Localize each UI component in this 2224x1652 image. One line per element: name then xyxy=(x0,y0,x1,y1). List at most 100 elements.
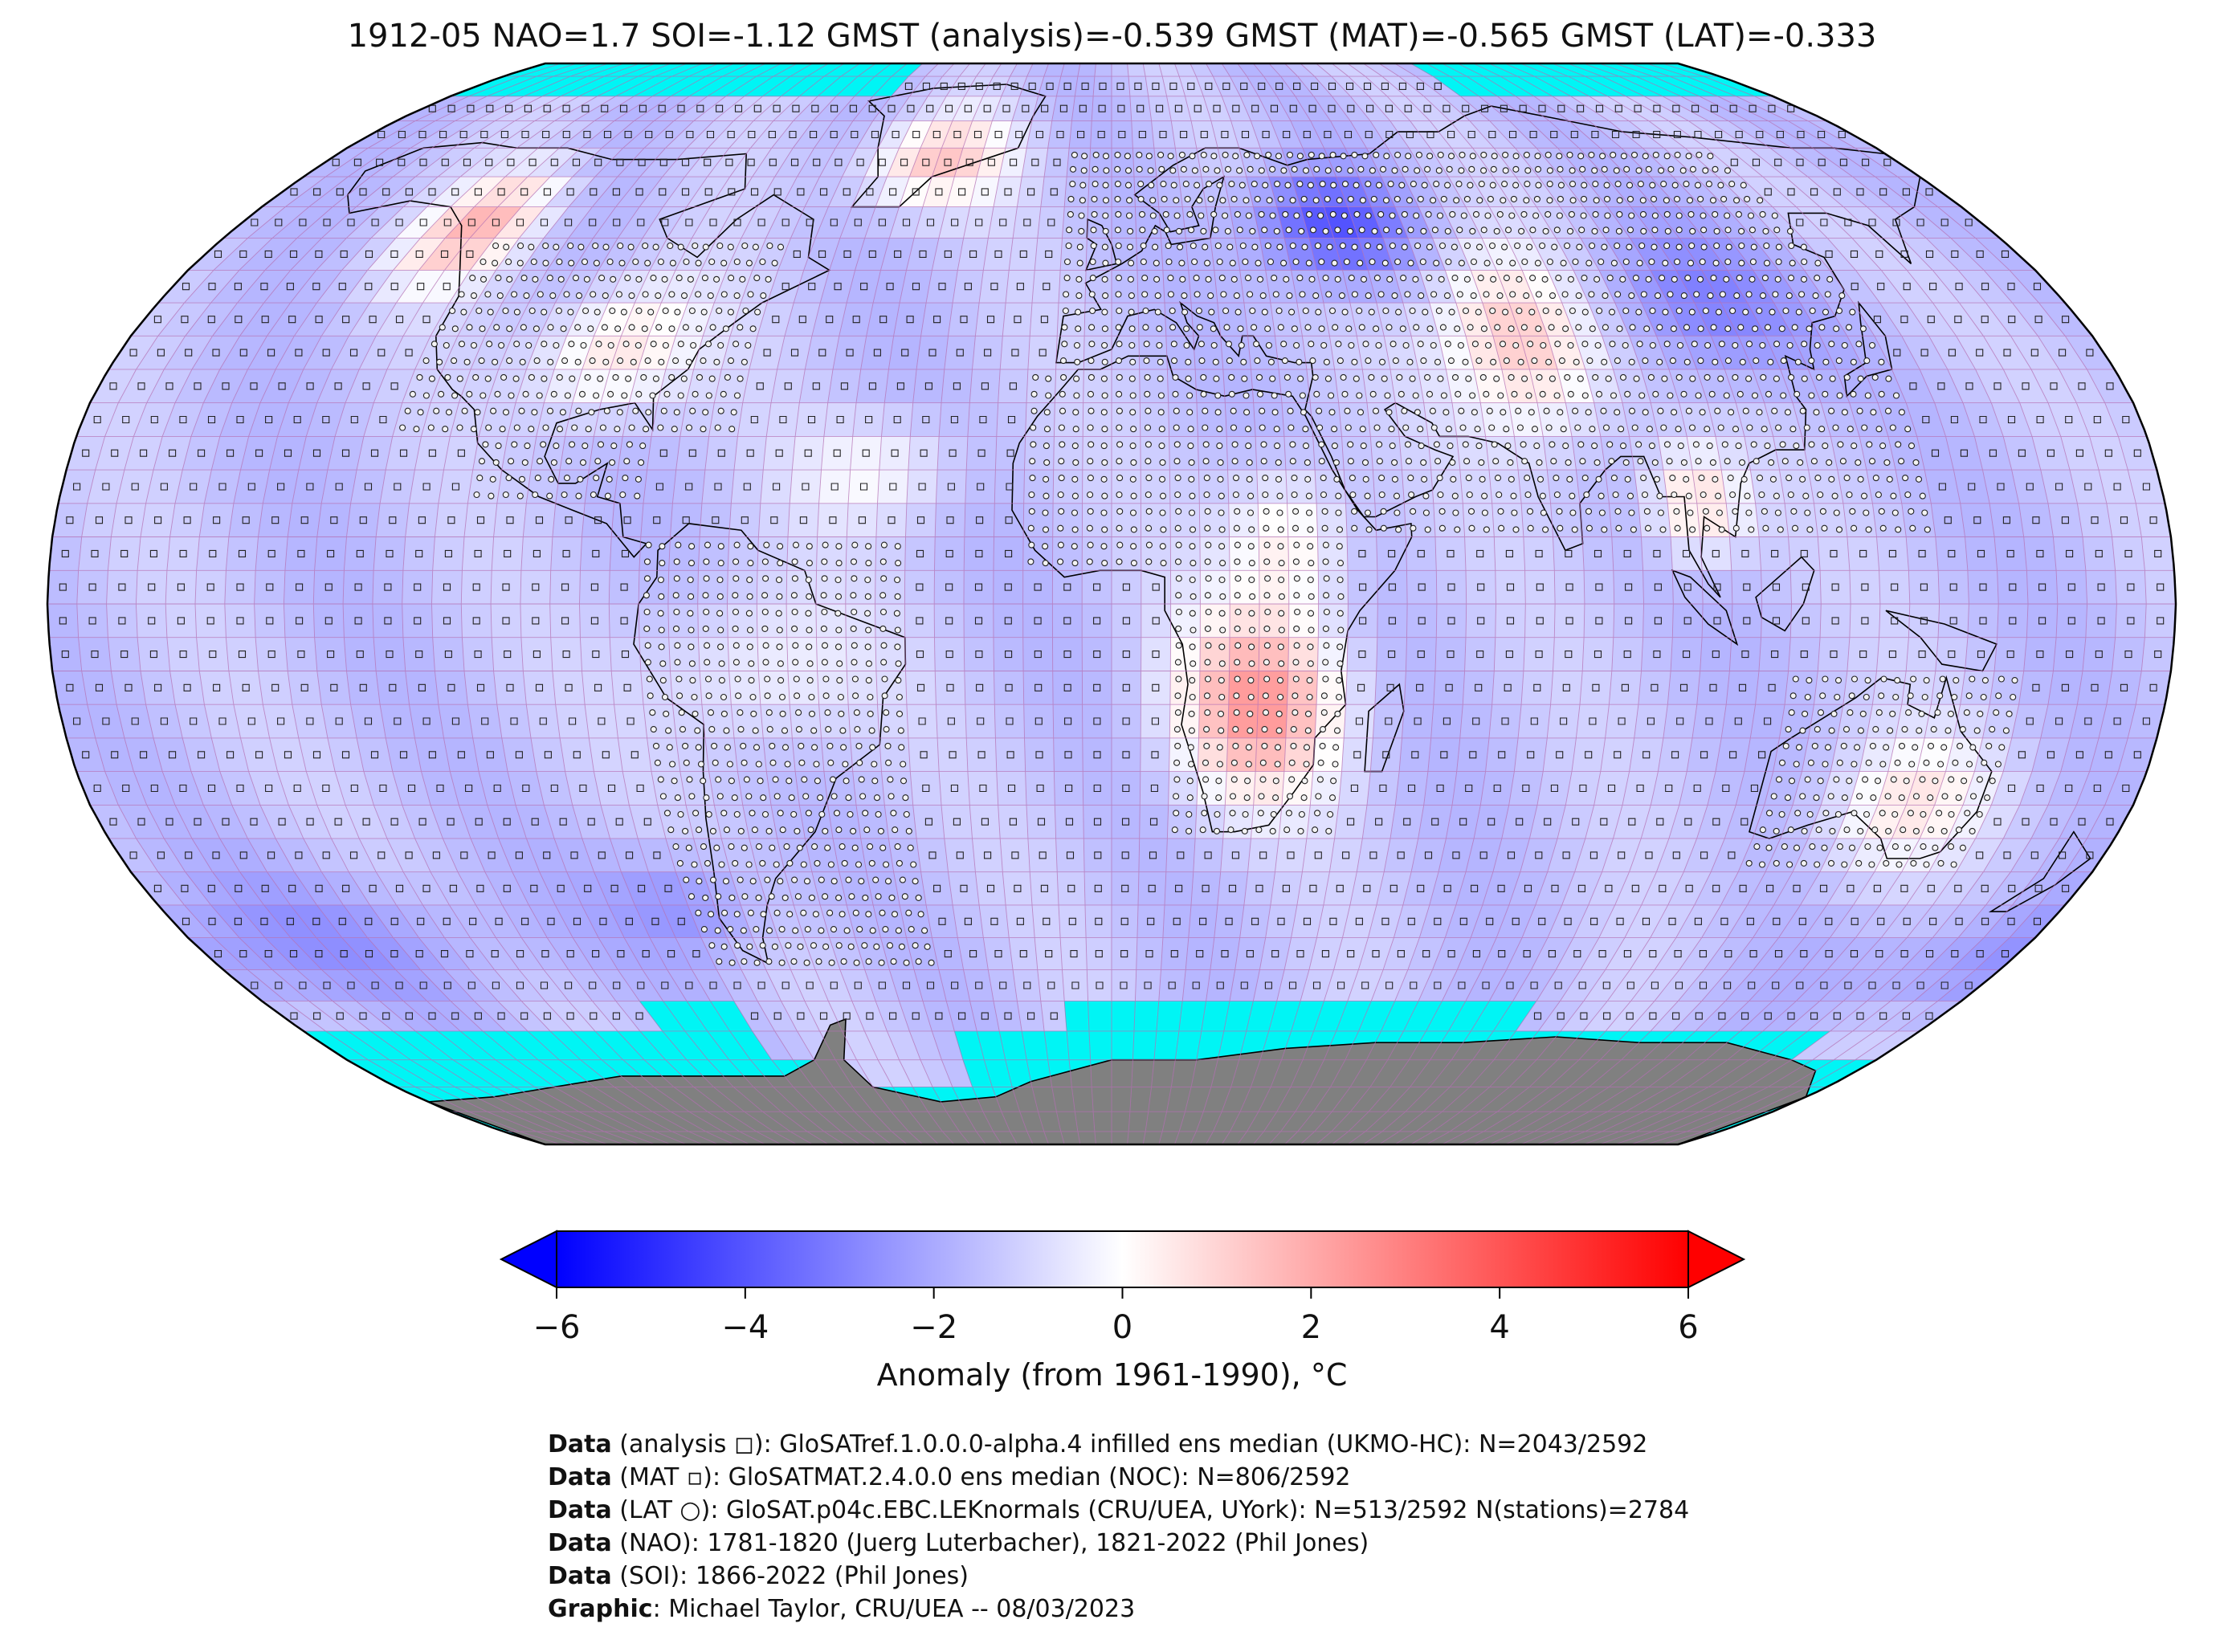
grid-cell xyxy=(582,671,614,705)
grid-cell xyxy=(1399,737,1431,772)
grid-cell xyxy=(444,937,495,970)
grid-cell xyxy=(1112,536,1141,571)
grid-cell xyxy=(1341,436,1373,471)
grid-cell xyxy=(1302,838,1335,872)
grid-cell xyxy=(965,704,996,738)
grid-cell xyxy=(1494,637,1525,671)
grid-cell xyxy=(1088,1030,1112,1060)
grid-cell xyxy=(650,937,692,970)
grid-cell xyxy=(1702,570,1732,604)
grid-cell xyxy=(1112,771,1141,806)
grid-cell xyxy=(1605,704,1638,738)
grid-cell xyxy=(2144,604,2176,638)
grid-cell xyxy=(1112,63,1129,77)
grid-cell xyxy=(431,604,463,638)
grid-cell xyxy=(373,536,406,571)
grid-cell xyxy=(856,369,889,403)
grid-cell xyxy=(1027,838,1058,872)
grid-cell xyxy=(701,470,734,504)
grid-cell xyxy=(1288,604,1319,638)
grid-cell xyxy=(647,737,680,772)
grid-cell xyxy=(521,1001,573,1031)
grid-cell xyxy=(1141,470,1170,504)
grid-cell xyxy=(1600,436,1634,471)
grid-cell xyxy=(889,969,923,1001)
grid-cell xyxy=(2048,671,2083,705)
grid-cell xyxy=(965,470,996,504)
grid-cell xyxy=(1318,570,1349,604)
grid-cell xyxy=(195,570,226,604)
grid-cell xyxy=(1255,436,1286,471)
grid-cell xyxy=(1512,969,1557,1001)
grid-cell xyxy=(1560,969,1606,1001)
grid-cell xyxy=(376,671,410,705)
grid-cell xyxy=(1362,369,1396,403)
grid-cell xyxy=(1994,637,2027,671)
grid-cell xyxy=(1083,771,1112,806)
grid-cell xyxy=(795,771,828,806)
grid-cell xyxy=(944,336,976,369)
grid-cell xyxy=(1721,470,1756,504)
grid-cell xyxy=(910,771,941,806)
grid-cell xyxy=(1055,369,1084,403)
grid-cell xyxy=(675,937,717,970)
grid-cell xyxy=(899,1059,932,1087)
grid-cell xyxy=(697,604,728,638)
grid-cell xyxy=(1087,969,1112,1001)
grid-cell xyxy=(1514,436,1548,471)
grid-cell xyxy=(700,503,732,537)
grid-cell xyxy=(1082,503,1112,537)
grid-cell xyxy=(1023,671,1054,705)
grid-cell xyxy=(106,570,138,604)
grid-cell xyxy=(935,671,965,705)
grid-cell xyxy=(1112,238,1137,271)
grid-cell xyxy=(1084,303,1112,337)
grid-cell xyxy=(899,1001,932,1031)
grid-cell xyxy=(405,671,439,705)
grid-cell xyxy=(1025,771,1055,806)
grid-cell xyxy=(972,838,1003,872)
grid-cell xyxy=(1576,704,1610,738)
grid-cell xyxy=(1141,536,1171,571)
grid-cell xyxy=(1696,671,1730,705)
grid-cell xyxy=(1849,570,1880,604)
grid-cell xyxy=(228,503,263,537)
grid-cell xyxy=(731,470,764,504)
grid-cell xyxy=(1198,470,1229,504)
grid-cell xyxy=(941,805,973,839)
grid-cell xyxy=(1638,671,1671,705)
grid-cell xyxy=(1217,303,1248,337)
grid-cell xyxy=(1255,737,1286,772)
grid-cell xyxy=(426,1001,484,1031)
grid-cell xyxy=(731,704,764,738)
grid-cell xyxy=(1779,704,1814,738)
grid-cell xyxy=(1054,402,1083,437)
grid-cell xyxy=(1188,904,1218,938)
grid-cell xyxy=(1052,637,1083,671)
grid-cell xyxy=(467,704,502,738)
grid-cell xyxy=(1069,120,1092,149)
grid-cell xyxy=(1006,270,1035,304)
grid-cell xyxy=(1027,336,1058,369)
grid-cell xyxy=(1055,838,1085,872)
grid-cell xyxy=(1773,969,1828,1001)
grid-cell xyxy=(760,704,793,738)
grid-cell xyxy=(790,704,822,738)
grid-cell xyxy=(966,436,997,471)
grid-cell xyxy=(1141,570,1171,604)
grid-cell xyxy=(1395,402,1428,437)
grid-cell xyxy=(435,503,468,537)
grid-cell xyxy=(667,969,711,1001)
grid-cell xyxy=(1230,604,1259,638)
grid-cell xyxy=(1060,238,1088,271)
grid-cell xyxy=(934,570,965,604)
grid-cell xyxy=(520,604,551,638)
grid-cell xyxy=(1629,436,1663,471)
grid-cell xyxy=(78,536,112,571)
grid-cell xyxy=(1032,270,1061,304)
grid-cell xyxy=(963,969,994,1001)
grid-cell xyxy=(48,536,82,571)
grid-cell xyxy=(224,604,256,638)
grid-cell xyxy=(284,637,317,671)
grid-cell xyxy=(2023,637,2057,671)
